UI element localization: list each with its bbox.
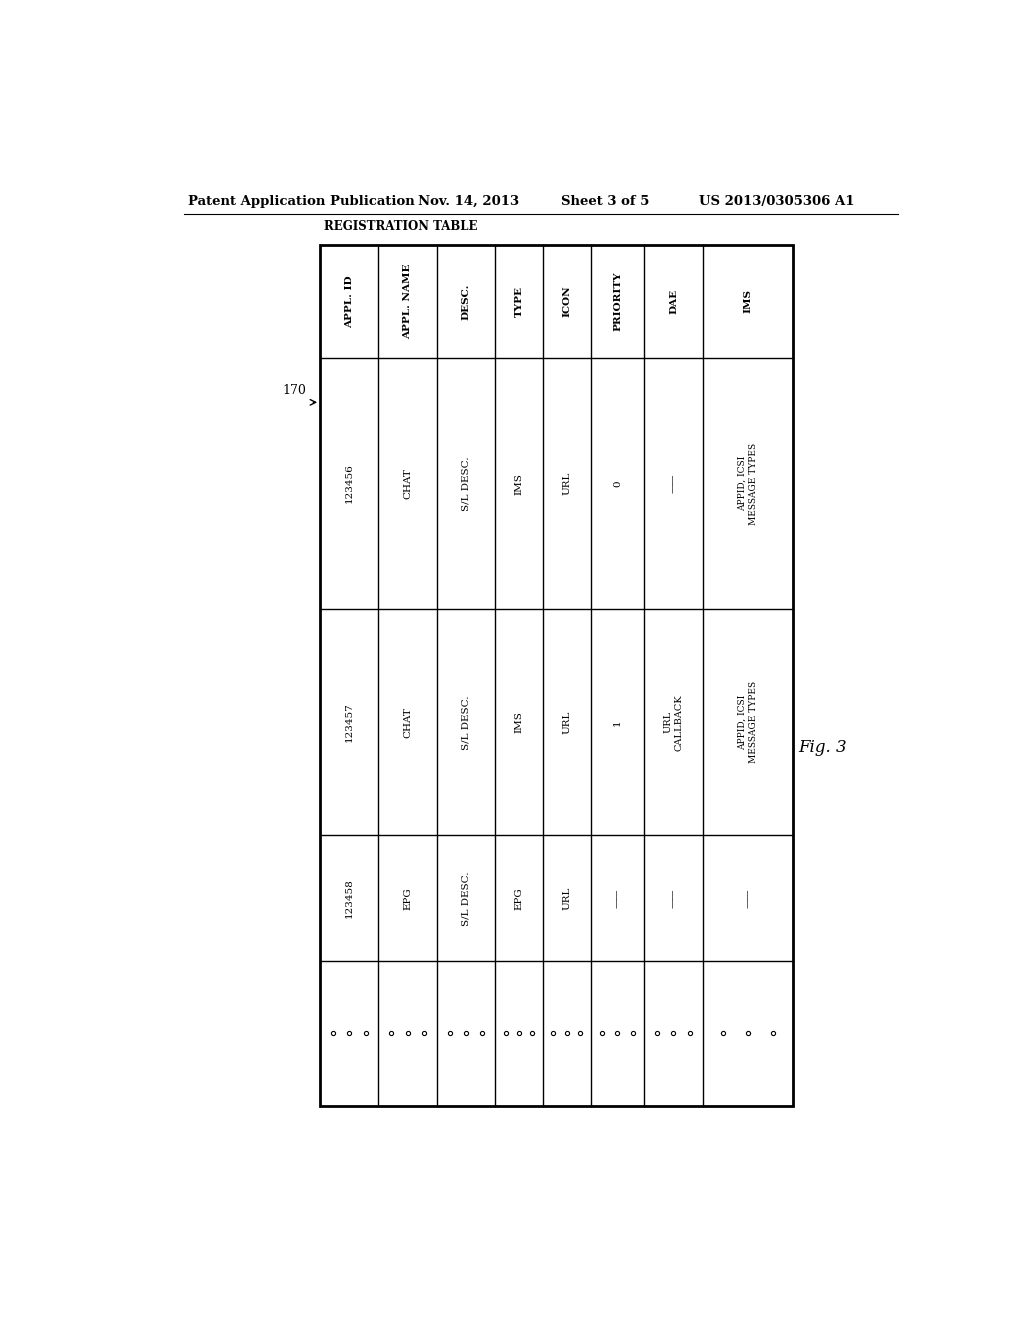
Text: Nov. 14, 2013: Nov. 14, 2013 bbox=[418, 194, 519, 207]
Text: EPG: EPG bbox=[403, 887, 412, 909]
Text: Fig. 3: Fig. 3 bbox=[799, 739, 847, 756]
Text: Sheet 3 of 5: Sheet 3 of 5 bbox=[560, 194, 649, 207]
Text: PRIORITY: PRIORITY bbox=[613, 272, 622, 331]
Text: ——: —— bbox=[669, 888, 678, 908]
Text: 123457: 123457 bbox=[345, 702, 353, 742]
Text: APPID, ICSI
MESSAGE TYPES: APPID, ICSI MESSAGE TYPES bbox=[738, 442, 758, 524]
Text: IMS: IMS bbox=[514, 473, 523, 495]
Text: 123456: 123456 bbox=[345, 463, 353, 503]
Text: ICON: ICON bbox=[562, 285, 571, 317]
Text: ——: —— bbox=[613, 888, 622, 908]
Text: Patent Application Publication: Patent Application Publication bbox=[187, 194, 415, 207]
Text: IMS: IMS bbox=[743, 289, 753, 313]
Text: CHAT: CHAT bbox=[403, 708, 412, 738]
Text: S/L DESC.: S/L DESC. bbox=[462, 871, 470, 925]
Text: DAE: DAE bbox=[669, 289, 678, 314]
Text: APPL. NAME: APPL. NAME bbox=[403, 264, 412, 339]
Bar bbox=[321, 244, 793, 1106]
Text: URL: URL bbox=[562, 710, 571, 734]
Text: CHAT: CHAT bbox=[403, 469, 412, 499]
Text: URL: URL bbox=[562, 887, 571, 909]
Text: ——: —— bbox=[743, 888, 753, 908]
Text: US 2013/0305306 A1: US 2013/0305306 A1 bbox=[699, 194, 855, 207]
Text: REGISTRATION TABLE: REGISTRATION TABLE bbox=[324, 219, 477, 232]
Text: APPL. ID: APPL. ID bbox=[345, 275, 353, 327]
Text: 1: 1 bbox=[613, 719, 622, 726]
Text: TYPE: TYPE bbox=[514, 286, 523, 317]
Text: URL
CALLBACK: URL CALLBACK bbox=[664, 694, 683, 751]
Text: IMS: IMS bbox=[514, 711, 523, 734]
Text: APPID, ICSI
MESSAGE TYPES: APPID, ICSI MESSAGE TYPES bbox=[738, 681, 758, 763]
Text: DESC.: DESC. bbox=[462, 284, 470, 319]
Text: ——: —— bbox=[669, 474, 678, 494]
Text: S/L DESC.: S/L DESC. bbox=[462, 457, 470, 511]
Text: 0: 0 bbox=[613, 480, 622, 487]
Text: 170: 170 bbox=[283, 384, 306, 397]
Text: S/L DESC.: S/L DESC. bbox=[462, 696, 470, 750]
Text: EPG: EPG bbox=[514, 887, 523, 909]
Text: 123458: 123458 bbox=[345, 878, 353, 919]
Text: URL: URL bbox=[562, 471, 571, 495]
